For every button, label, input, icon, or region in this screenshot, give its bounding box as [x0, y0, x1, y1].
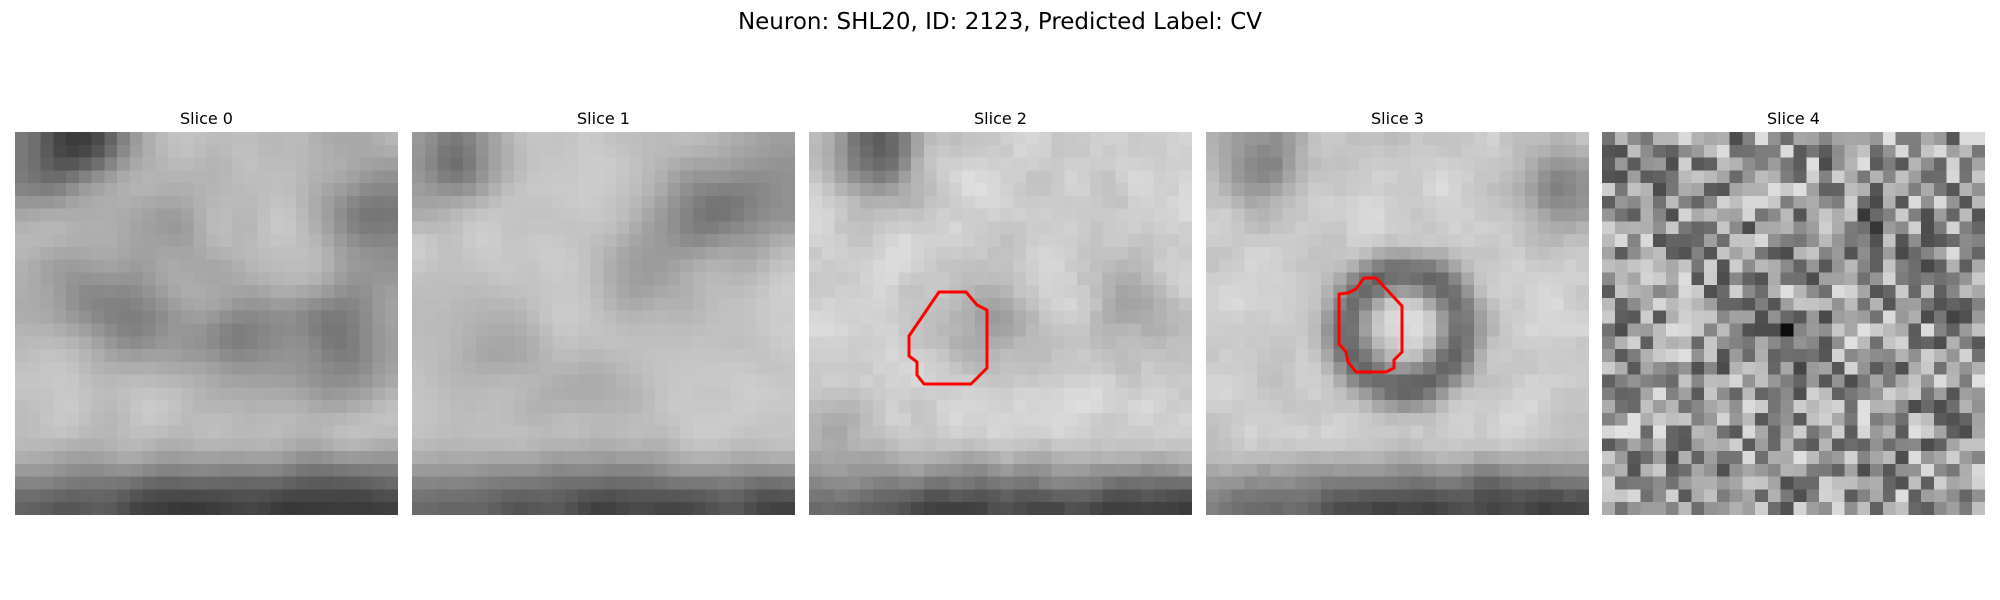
figure-title: Neuron: SHL20, ID: 2123, Predicted Label… — [737, 9, 1263, 35]
slice-panel-3: Slice 3 — [1206, 108, 1589, 515]
slice-image-3 — [1206, 132, 1589, 515]
vesicle-outline — [907, 290, 989, 386]
vesicle-outline — [1337, 276, 1404, 374]
slice-panel-0: Slice 0 — [15, 108, 398, 515]
slice-outline — [1337, 276, 1404, 374]
slice-title: Slice 3 — [1371, 109, 1424, 128]
slice-image-2 — [809, 132, 1192, 515]
slice-image-1 — [412, 132, 795, 515]
slice-panel-4: Slice 4 — [1602, 108, 1985, 515]
slice-canvas — [809, 132, 1192, 515]
slice-outline — [907, 290, 989, 386]
slice-panel-1: Slice 1 — [412, 108, 795, 515]
slice-image-0 — [15, 132, 398, 515]
slice-title: Slice 1 — [577, 109, 630, 128]
slice-canvas — [412, 132, 795, 515]
slice-title: Slice 2 — [974, 109, 1027, 128]
slice-panel-2: Slice 2 — [809, 108, 1192, 515]
slice-canvas — [1602, 132, 1985, 515]
slice-image-4 — [1602, 132, 1985, 515]
slice-title: Slice 4 — [1767, 109, 1820, 128]
slice-title: Slice 0 — [180, 109, 233, 128]
slice-canvas — [15, 132, 398, 515]
slice-canvas — [1206, 132, 1589, 515]
